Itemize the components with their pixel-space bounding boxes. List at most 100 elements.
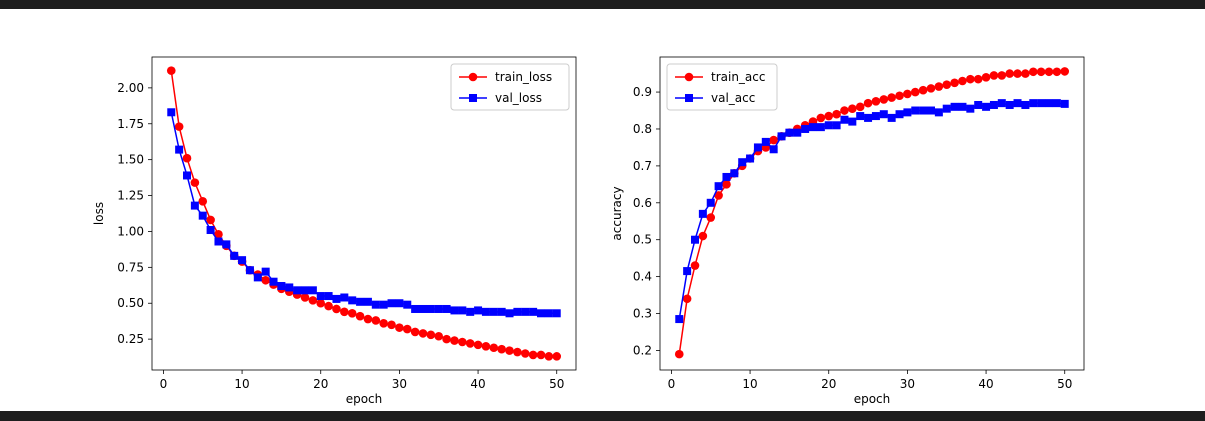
val_loss-series (167, 108, 561, 318)
val_acc-point (958, 102, 967, 111)
val_acc-point (1005, 100, 1014, 109)
acc-xtick-label: 30 (900, 377, 915, 391)
val_acc-point (785, 128, 794, 137)
train_loss-legend-label: train_loss (495, 70, 552, 84)
train_loss-point (465, 339, 475, 348)
val_loss-point (332, 294, 341, 303)
train_loss-point (316, 298, 326, 308)
val_loss-point (544, 309, 553, 318)
train_acc-point (863, 98, 873, 108)
train_loss-point (300, 293, 310, 302)
train_loss-point (363, 314, 373, 324)
acc-legend: train_acc val_acc (666, 63, 778, 111)
val_loss-line (170, 112, 557, 315)
acc-ytick-label: 0.9 (633, 85, 652, 99)
train_acc-point (1044, 67, 1054, 77)
val_acc-point (722, 172, 731, 181)
val_acc-point (1052, 99, 1061, 108)
val_loss-point (238, 256, 247, 265)
train_acc-point (1021, 69, 1030, 78)
val_loss-point (293, 286, 302, 295)
val_loss-point (426, 304, 435, 313)
val_loss-point (505, 309, 514, 318)
val_loss-point (214, 237, 223, 246)
val_loss-point (536, 309, 545, 318)
loss-xtick-label: 10 (234, 377, 249, 391)
acc-ytick-label: 0.5 (633, 233, 652, 247)
val_acc-point (864, 113, 873, 122)
train_acc-point (981, 73, 991, 82)
acc-axes-frame (659, 56, 1085, 371)
val_acc-series (675, 99, 1069, 324)
val_loss-point (371, 300, 380, 309)
train_acc-point (934, 82, 944, 91)
val_acc-point (840, 115, 849, 124)
acc-plot: 0 10 20 30 40 50 0.2 0.3 0.4 0.5 0.6 0.7 0.8 0.9 epoch… (610, 56, 1085, 406)
loss-ylabel: loss (92, 202, 106, 225)
val_loss-point (190, 201, 199, 210)
loss-xtick-label: 20 (313, 377, 328, 391)
val_loss-point (167, 108, 176, 117)
train_loss-point (481, 342, 491, 351)
val_loss-point (497, 307, 506, 316)
val_loss-point (466, 307, 475, 316)
val_acc-point (934, 108, 943, 117)
acc-xtick-label: 50 (1057, 377, 1072, 391)
val_acc-point (1037, 99, 1046, 108)
acc-xtick-label: 20 (821, 377, 836, 391)
val_acc-point (769, 145, 778, 154)
train_acc-point (816, 113, 826, 123)
loss-ytick-label: 1.50 (117, 153, 144, 167)
val_acc-point (942, 104, 951, 113)
train_acc-point (848, 104, 857, 113)
val_acc-point (824, 121, 833, 130)
val_loss-point (348, 296, 357, 305)
train_acc-point (722, 180, 731, 189)
train_loss-point (371, 316, 381, 325)
loss-plot: 0 10 20 30 40 50 0.25 0.50 0.75 1.00 1.25 1.50 1.75 2… (92, 56, 577, 406)
val_loss-point (418, 304, 427, 313)
val_loss-point (222, 240, 231, 249)
train_loss-point (434, 331, 444, 341)
val_acc-point (848, 117, 857, 126)
val_loss-point (308, 286, 317, 295)
train_acc-point (879, 95, 889, 104)
acc-ytick-label: 0.4 (633, 270, 652, 284)
val_acc-point (816, 123, 825, 132)
figure-canvas: 0 10 20 30 40 50 0.25 0.50 0.75 1.00 1.25 1.50 1.75 2… (0, 9, 1205, 411)
val_acc-legend-marker (685, 94, 693, 102)
val_acc-point (1060, 99, 1069, 108)
train_loss-point (355, 311, 365, 321)
val_acc-point (714, 182, 723, 191)
train_acc-point (690, 261, 700, 270)
val_acc-line (678, 102, 1065, 320)
val_acc-point (926, 106, 935, 115)
train_acc-point (714, 191, 723, 200)
loss-ytick-label: 1.00 (117, 224, 144, 238)
val_acc-point (832, 121, 841, 130)
val_acc-point (730, 169, 739, 178)
val_loss-point (245, 266, 254, 275)
val_loss-point (450, 306, 459, 315)
acc-ytick-label: 0.6 (633, 196, 652, 210)
val_acc-point (950, 102, 959, 111)
train_loss-point (458, 337, 467, 347)
val_acc-point (706, 198, 715, 207)
train_acc-point (903, 89, 912, 99)
train_acc-point (926, 84, 936, 93)
val_acc-point (1013, 99, 1022, 108)
train_acc-point (682, 294, 692, 304)
val_loss-point (434, 304, 443, 313)
val_loss-point (489, 307, 498, 316)
train_acc-point (966, 74, 975, 84)
train_loss-point (340, 307, 349, 317)
val_acc-point (1044, 99, 1053, 108)
train_acc-point (989, 71, 999, 80)
train_acc-point (1005, 69, 1014, 78)
train_loss-point (206, 215, 215, 225)
train_loss-point (513, 347, 522, 357)
val_loss-point (285, 283, 294, 292)
val_acc-point (1021, 100, 1030, 109)
train_acc-point (1028, 67, 1038, 77)
train_loss-point (182, 153, 192, 163)
